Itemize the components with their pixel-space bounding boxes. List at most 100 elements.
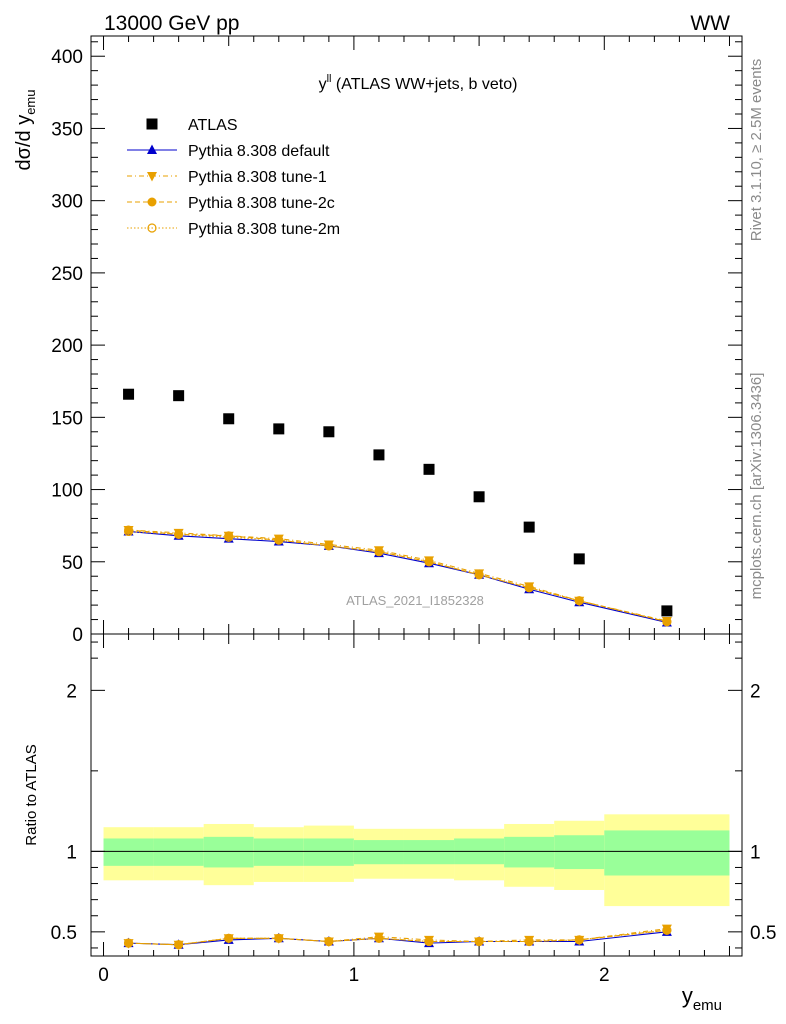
main-point-tune-2c — [524, 583, 534, 593]
legend-label-default: Pythia 8.308 default — [188, 143, 330, 160]
ratio-band-inner — [604, 830, 730, 876]
legend-marker-tune-2c — [147, 197, 157, 207]
plot-title-sup: ll — [327, 73, 332, 85]
legend-marker-atlas — [146, 118, 158, 130]
ratio-point-tune-2m — [424, 936, 434, 947]
main-point-atlas — [473, 491, 485, 503]
ratio-y-tick-label-right: 1 — [750, 842, 761, 863]
ratio-band-inner — [353, 840, 404, 865]
ratio-point-tune-2c — [524, 937, 534, 947]
legend-label-tune-2m: Pythia 8.308 tune-2m — [188, 221, 340, 238]
legend-label-atlas: ATLAS — [188, 117, 238, 134]
legend-label-tune-1: Pythia 8.308 tune-1 — [188, 169, 327, 186]
plot-title-rest: (ATLAS WW+jets, b veto) — [331, 76, 517, 93]
x-axis-label-main: y — [682, 983, 693, 1008]
ratio-y-tick-label: 0.5 — [51, 923, 77, 944]
main-y-tick-label: 100 — [51, 481, 83, 502]
main-point-tune-2m — [123, 526, 134, 537]
main-point-atlas — [273, 423, 285, 435]
legend: ATLAS Pythia 8.308 default Pythia 8.308 tu… — [127, 117, 340, 238]
main-point-tune-2m — [474, 570, 484, 580]
main-plot-area — [91, 36, 742, 634]
main-point-tune-2c — [374, 547, 384, 557]
main-y-tick-label: 250 — [51, 264, 83, 285]
ratio-band-inner — [403, 840, 455, 865]
ratio-band-inner — [554, 835, 605, 870]
legend-marker-tune-1 — [147, 172, 157, 182]
plot-title: yll (ATLAS WW+jets, b veto) — [319, 73, 518, 93]
plot-title-main: y — [319, 76, 327, 93]
main-y-tick-label: 50 — [62, 553, 83, 574]
ratio-point-tune-2m — [324, 936, 334, 947]
ratio-point-tune-2c — [374, 933, 384, 943]
ratio-point-tune-2m — [574, 935, 584, 945]
y-axis-label: dσ/d yemu — [13, 90, 38, 171]
main-panel: 0 50 100 150 200 250 300 350 400 ATLAS_2021_I185… — [13, 35, 743, 646]
ratio-point-tune-2m — [123, 938, 134, 948]
ratio-y-tick-label: 1 — [66, 842, 77, 863]
ratio-point-tune-2c — [574, 935, 584, 945]
legend-marker-default — [147, 144, 157, 154]
x-axis-label-sub: emu — [693, 997, 722, 1014]
ratio-y-tick-label-right: 0.5 — [750, 923, 776, 944]
mcplots-label: mcplots.cern.ch [arXiv:1306.3436] — [748, 373, 765, 600]
main-point-tune-2m — [424, 557, 434, 567]
main-y-tick-label: 200 — [51, 336, 83, 357]
ratio-y-tick-label: 2 — [66, 681, 77, 702]
ratio-band-inner — [504, 836, 555, 868]
main-point-tune-2m — [524, 583, 534, 593]
main-y-tick-label: 150 — [51, 408, 83, 429]
ratio-point-tune-2m — [474, 936, 484, 947]
main-series-line-tune-1 — [128, 529, 668, 622]
main-point-atlas — [123, 388, 135, 400]
main-point-atlas — [173, 390, 185, 402]
x-tick-label: 1 — [349, 965, 360, 986]
x-axis-label: yemu — [682, 983, 722, 1014]
ratio-plot-area — [91, 634, 742, 956]
main-point-tune-2c — [574, 596, 584, 606]
main-point-tune-2m — [662, 617, 672, 627]
main-point-tune-2m — [274, 535, 284, 545]
main-y-tick-label: 300 — [51, 192, 83, 213]
main-point-tune-2c — [662, 617, 672, 627]
main-point-atlas — [223, 413, 235, 425]
main-point-atlas — [523, 521, 535, 533]
main-y-tick-label: 400 — [51, 47, 83, 68]
main-point-tune-2m — [374, 547, 384, 557]
ratio-point-tune-2m — [374, 933, 384, 943]
ratio-point-tune-2m — [524, 936, 534, 947]
ratio-point-tune-2m — [274, 933, 284, 943]
ratio-panel: 0.5 0.5 1 1 2 2 0 1 2 Ratio to ATLAS yemu — [23, 633, 776, 1014]
ratio-band-inner — [253, 838, 304, 866]
ratio-frame — [90, 633, 743, 957]
main-point-atlas — [323, 426, 335, 438]
ratio-point-tune-2m — [662, 925, 672, 935]
rivet-label: Rivet 3.1.10, ≥ 2.5M events — [748, 59, 765, 242]
ratio-band-inner — [103, 838, 154, 866]
main-point-tune-2c — [274, 535, 284, 545]
main-y-tick-label: 0 — [72, 625, 83, 646]
ratio-y-tick-label-right: 2 — [750, 681, 761, 702]
analysis-watermark: ATLAS_2021_I1852328 — [346, 593, 484, 608]
main-point-atlas — [573, 553, 585, 565]
y-axis-label-main: dσ/d y — [13, 115, 35, 171]
ratio-band-inner — [303, 838, 354, 866]
process-label: WW — [690, 12, 730, 35]
main-point-atlas — [373, 449, 385, 461]
energy-label: 13000 GeV pp — [104, 12, 239, 35]
legend-marker-tune-2m — [147, 223, 157, 233]
ratio-y-label: Ratio to ATLAS — [23, 744, 40, 845]
main-point-tune-2m — [324, 541, 334, 551]
ratio-point-tune-2m — [174, 940, 184, 950]
main-point-atlas — [423, 463, 435, 475]
ratio-band-inner — [153, 838, 204, 866]
main-point-atlas — [661, 605, 673, 617]
main-y-tick-label: 350 — [51, 119, 83, 140]
ratio-band-inner — [203, 836, 254, 868]
legend-label-tune-2c: Pythia 8.308 tune-2c — [188, 195, 335, 212]
main-point-tune-2m — [224, 532, 234, 542]
ratio-point-tune-2c — [224, 933, 234, 943]
y-axis-label-sub: emu — [23, 90, 38, 115]
x-tick-label: 0 — [98, 965, 109, 986]
